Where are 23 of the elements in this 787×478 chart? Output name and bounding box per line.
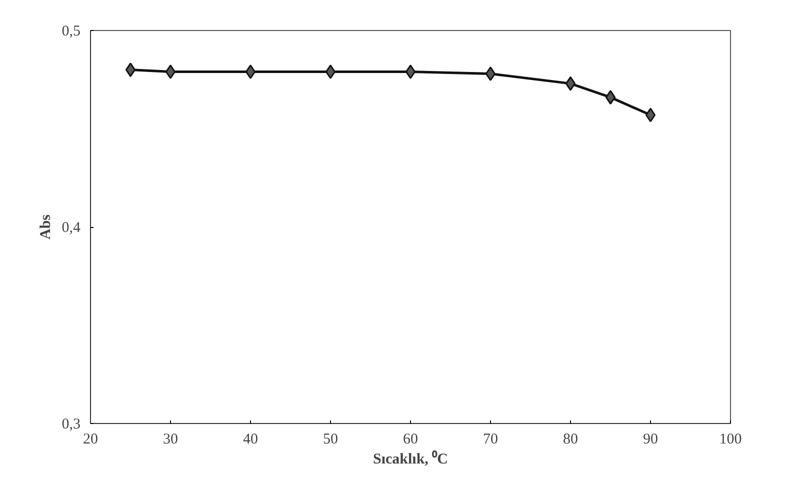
y-axis-title: Abs [38, 214, 54, 240]
point [125, 62, 136, 78]
x-tick-label: 70 [483, 432, 498, 448]
point [405, 64, 416, 80]
x-tick-label: 80 [563, 432, 578, 448]
point [645, 108, 656, 122]
point [605, 90, 616, 105]
x-tick-label: 100 [719, 432, 742, 448]
y-tick-label: 0,5 [62, 24, 80, 40]
y-tick-label: 0,3 [62, 416, 80, 432]
point [485, 66, 496, 81]
x-tick-label: 20 [83, 432, 98, 448]
x-tick-label: 30 [163, 432, 178, 448]
x-tick-label: 40 [243, 432, 258, 448]
point [325, 64, 336, 80]
x-tick-label: 50 [323, 432, 338, 448]
x-tick-label: 90 [643, 432, 658, 448]
point [565, 76, 576, 91]
x-axis-title: Sıcaklık, ⁰C [372, 450, 448, 468]
point [245, 64, 256, 80]
y-tick-label: 0,4 [62, 220, 81, 236]
point [165, 64, 176, 80]
x-tick-label: 60 [403, 432, 418, 448]
